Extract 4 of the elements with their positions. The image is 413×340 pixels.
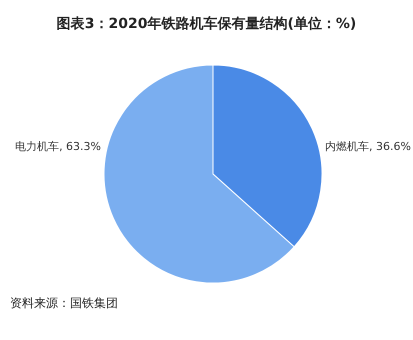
- slice-label: 电力机车, 63.3%: [15, 140, 101, 153]
- slice-label: 内燃机车, 36.6%: [325, 140, 411, 153]
- text: 资料来源：国铁集团: [10, 296, 118, 310]
- chart-title: 图表3：2020年铁路机车保有量结构(单位：%): [56, 15, 356, 32]
